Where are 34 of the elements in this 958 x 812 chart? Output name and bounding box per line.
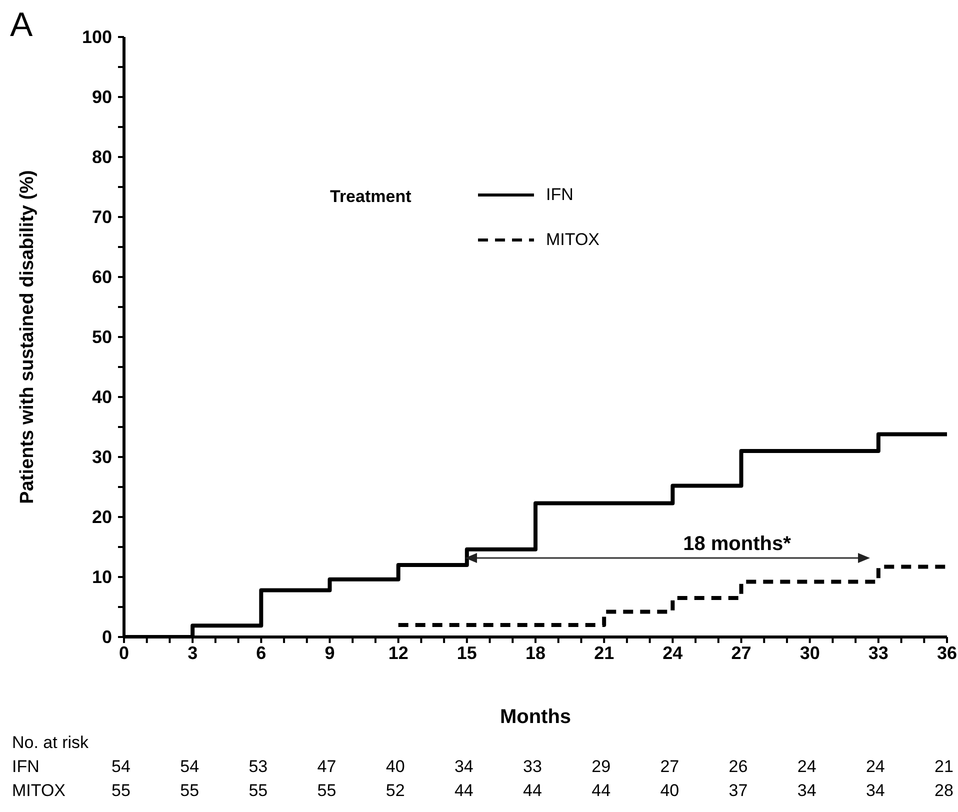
x-axis-title: Months	[500, 706, 572, 729]
legend-label: MITOX	[546, 230, 600, 250]
text: MITOX 55 55 55 55 52 44 44 44 40 37 34 34 28	[12, 781, 954, 800]
y-tick-label: 70	[92, 207, 112, 227]
y-tick-label: 20	[92, 507, 112, 527]
legend-label: IFN	[546, 185, 574, 205]
legend-title: Treatment	[330, 187, 412, 207]
x-tick-label: 3	[188, 643, 198, 663]
x-tick-label: 27	[731, 643, 752, 663]
chart-title: A	[10, 6, 33, 45]
y-tick-label: 100	[82, 27, 112, 47]
y-tick-label: 80	[92, 147, 112, 167]
x-tick-label: 30	[800, 643, 820, 663]
y-tick-label: 90	[92, 87, 112, 107]
y-tick-label: 30	[92, 447, 112, 467]
y-tick-label: 40	[92, 387, 112, 407]
x-tick-label: 12	[388, 643, 408, 663]
y-tick-label: 0	[102, 627, 112, 647]
y-tick-label: 50	[92, 327, 112, 347]
x-tick-label: 24	[662, 643, 683, 663]
x-tick-label: 9	[324, 643, 335, 663]
x-tick-label: 21	[594, 643, 614, 663]
x-tick-label: 0	[118, 643, 130, 663]
y-tick-label: 10	[92, 567, 112, 587]
y-axis-title: Patients with sustained disability (%)	[17, 170, 39, 504]
x-tick-label: 33	[868, 643, 888, 663]
x-tick-label: 15	[456, 643, 477, 663]
x-tick-label: 36	[936, 643, 958, 663]
text: No. at risk	[12, 733, 89, 753]
annotation: 18 months*	[683, 533, 792, 555]
text: IFN 54 54 53 47 40 34 33 29 27 26 24 24 21	[12, 757, 954, 776]
x-tick-label: 18	[525, 643, 546, 663]
y-tick-label: 60	[92, 267, 112, 287]
x-tick-label: 6	[256, 643, 266, 663]
